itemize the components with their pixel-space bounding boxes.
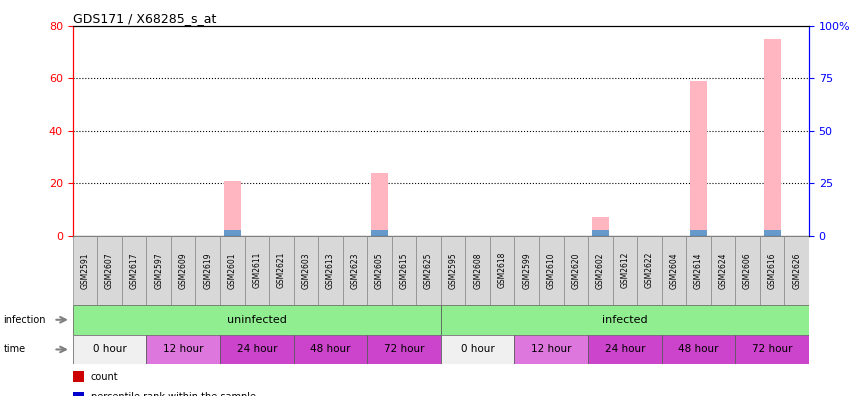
Bar: [637, 236, 662, 305]
Bar: [195, 236, 220, 305]
Text: GSM2624: GSM2624: [718, 252, 728, 289]
Bar: [687, 236, 710, 305]
Text: 48 hour: 48 hour: [310, 345, 351, 354]
Text: GSM2603: GSM2603: [301, 252, 311, 289]
Text: GSM2608: GSM2608: [473, 252, 482, 289]
Text: 72 hour: 72 hour: [383, 345, 425, 354]
Bar: [539, 236, 563, 305]
Text: GSM2609: GSM2609: [179, 252, 187, 289]
Text: GSM2618: GSM2618: [497, 252, 507, 288]
Text: GSM2599: GSM2599: [522, 252, 532, 289]
Bar: [735, 335, 809, 364]
Text: 24 hour: 24 hour: [236, 345, 277, 354]
Text: GSM2595: GSM2595: [449, 252, 458, 289]
Text: 24 hour: 24 hour: [604, 345, 645, 354]
Text: infected: infected: [602, 315, 648, 325]
Text: GSM2591: GSM2591: [80, 252, 90, 289]
Text: count: count: [91, 371, 118, 382]
Text: time: time: [3, 345, 26, 354]
Bar: [591, 230, 609, 236]
Text: GSM2602: GSM2602: [596, 252, 605, 289]
Bar: [613, 236, 637, 305]
Text: 0 hour: 0 hour: [92, 345, 127, 354]
Bar: [563, 236, 588, 305]
Bar: [342, 236, 367, 305]
Bar: [588, 236, 613, 305]
Text: GSM2617: GSM2617: [129, 252, 139, 289]
Bar: [690, 81, 707, 236]
Bar: [690, 230, 707, 236]
Bar: [784, 236, 809, 305]
Bar: [367, 335, 441, 364]
Bar: [662, 236, 687, 305]
Bar: [490, 236, 514, 305]
Bar: [764, 230, 781, 236]
Bar: [764, 39, 781, 236]
Text: GSM2605: GSM2605: [375, 252, 384, 289]
Text: GSM2625: GSM2625: [424, 252, 433, 289]
Bar: [73, 236, 98, 305]
Bar: [98, 236, 122, 305]
Text: GSM2616: GSM2616: [768, 252, 776, 289]
Bar: [220, 236, 245, 305]
Text: GSM2622: GSM2622: [645, 252, 654, 288]
Text: GSM2626: GSM2626: [792, 252, 801, 289]
Text: GSM2610: GSM2610: [547, 252, 556, 289]
Text: GSM2612: GSM2612: [621, 252, 629, 288]
Bar: [662, 335, 735, 364]
Bar: [591, 217, 609, 236]
Bar: [735, 236, 760, 305]
Bar: [73, 305, 441, 335]
Bar: [367, 236, 392, 305]
Text: GSM2601: GSM2601: [228, 252, 237, 289]
Text: GSM2623: GSM2623: [350, 252, 360, 289]
Text: GSM2607: GSM2607: [105, 252, 114, 289]
Text: GSM2611: GSM2611: [253, 252, 261, 288]
Text: GSM2606: GSM2606: [743, 252, 752, 289]
Text: GDS171 / X68285_s_at: GDS171 / X68285_s_at: [73, 11, 216, 25]
Bar: [146, 236, 171, 305]
Bar: [466, 236, 490, 305]
Text: 12 hour: 12 hour: [163, 345, 204, 354]
Bar: [371, 173, 388, 236]
Bar: [223, 181, 241, 236]
Bar: [441, 305, 809, 335]
Bar: [318, 236, 342, 305]
Bar: [416, 236, 441, 305]
Text: GSM2614: GSM2614: [694, 252, 703, 289]
Bar: [760, 236, 784, 305]
Bar: [710, 236, 735, 305]
Bar: [220, 335, 294, 364]
Bar: [441, 335, 514, 364]
Bar: [269, 236, 294, 305]
Text: percentile rank within the sample: percentile rank within the sample: [91, 392, 256, 396]
Bar: [171, 236, 195, 305]
Text: 48 hour: 48 hour: [678, 345, 719, 354]
Bar: [514, 236, 539, 305]
Text: GSM2621: GSM2621: [276, 252, 286, 288]
Text: GSM2615: GSM2615: [400, 252, 408, 289]
Text: GSM2620: GSM2620: [571, 252, 580, 289]
Text: 72 hour: 72 hour: [752, 345, 793, 354]
Bar: [441, 236, 466, 305]
Bar: [223, 230, 241, 236]
Text: GSM2619: GSM2619: [203, 252, 212, 289]
Bar: [73, 335, 146, 364]
Bar: [588, 335, 662, 364]
Bar: [294, 236, 318, 305]
Text: uninfected: uninfected: [227, 315, 287, 325]
Text: infection: infection: [3, 315, 46, 325]
Bar: [146, 335, 220, 364]
Text: 0 hour: 0 hour: [461, 345, 495, 354]
Text: 12 hour: 12 hour: [531, 345, 572, 354]
Bar: [245, 236, 269, 305]
Text: GSM2597: GSM2597: [154, 252, 163, 289]
Bar: [371, 230, 388, 236]
Bar: [514, 335, 588, 364]
Bar: [122, 236, 146, 305]
Bar: [294, 335, 367, 364]
Text: GSM2613: GSM2613: [326, 252, 335, 289]
Text: GSM2604: GSM2604: [669, 252, 679, 289]
Bar: [392, 236, 416, 305]
